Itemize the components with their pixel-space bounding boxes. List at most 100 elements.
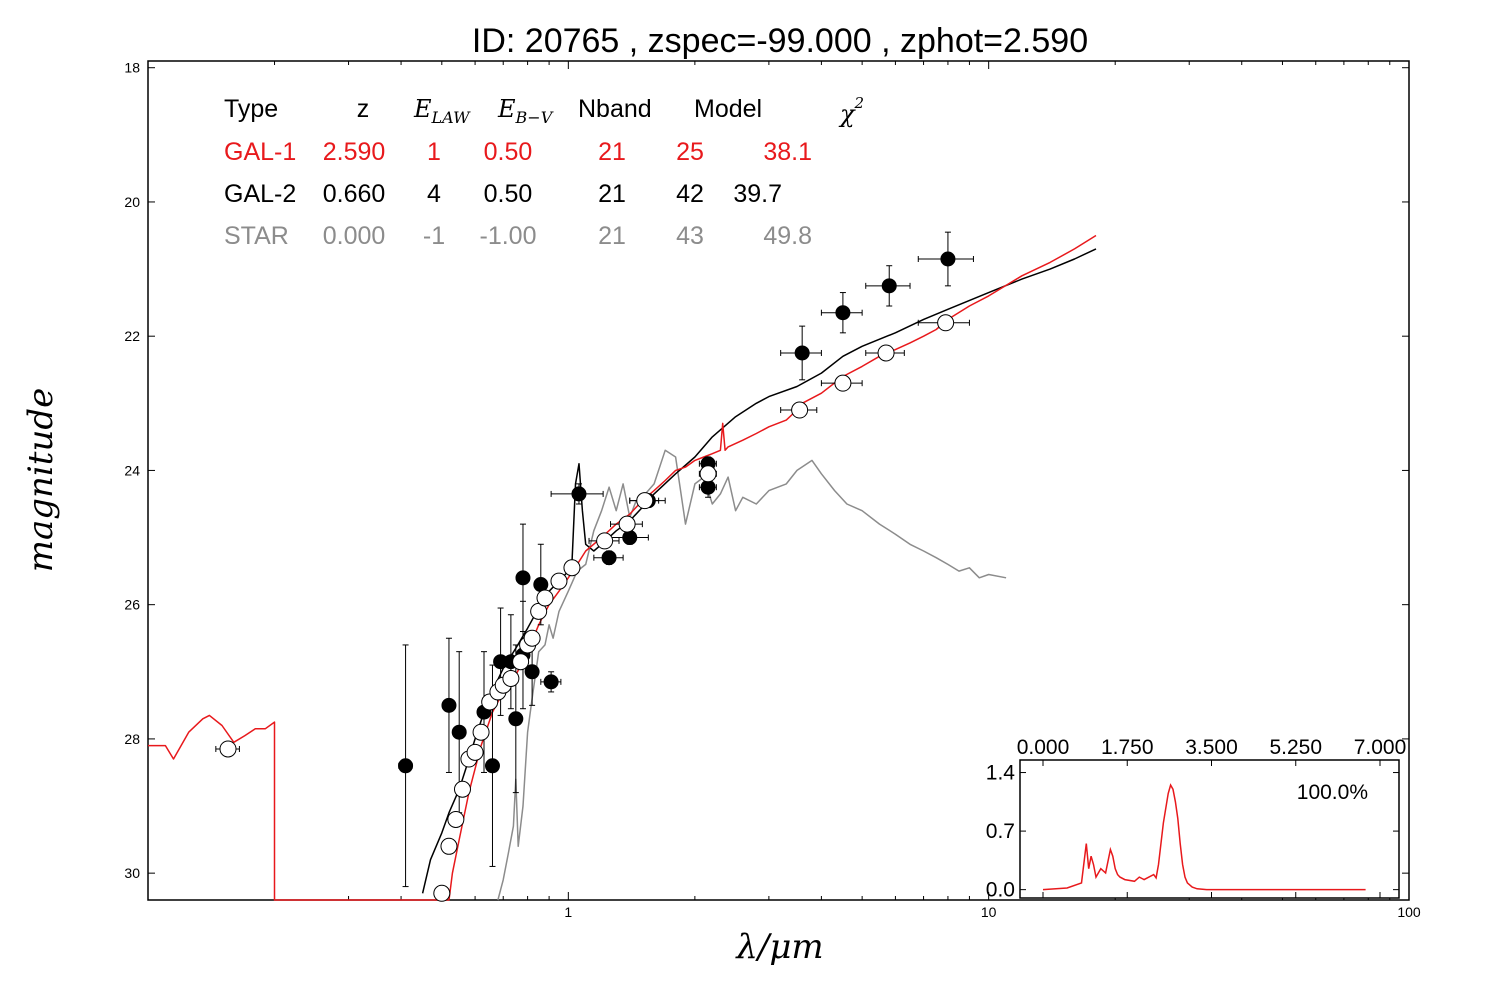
observed-point (940, 251, 956, 267)
inset-x-tick-label: 3.500 (1185, 736, 1238, 759)
table-cell-nband: 21 (598, 222, 626, 250)
y-tick-label: 20 (124, 194, 140, 210)
table-cell-elaw: 1 (427, 138, 441, 166)
model-photometry-point (219, 740, 237, 758)
table-cell-elaw: 4 (427, 180, 441, 208)
table-cell-ebv: -1.00 (480, 222, 537, 250)
x-axis-label: λ/μm (734, 927, 823, 967)
fit-table: Type z ELAW EB−V Nband Model χ2 GAL-1 2.5… (224, 94, 864, 250)
model-photometry-point (433, 884, 451, 902)
model-photometry-point (618, 515, 636, 533)
observed-point (524, 664, 540, 680)
table-cell-z: 2.590 (323, 138, 386, 166)
table-cell-chi2: 39.7 (733, 180, 782, 208)
inset-y-tick-label: 1.4 (986, 762, 1016, 785)
table-cell-elaw: -1 (423, 222, 445, 250)
observed-point (571, 486, 587, 502)
table-cell-type: GAL-1 (224, 138, 296, 166)
observed-point (700, 479, 716, 495)
model-photometry-point (447, 810, 465, 828)
x-tick-label: 1 (564, 904, 572, 920)
model-photometry-points (215, 314, 970, 902)
table-cell-model: 43 (676, 222, 704, 250)
table-cell-chi2: 38.1 (763, 138, 812, 166)
table-cell-z: 0.660 (323, 180, 386, 208)
observed-point (835, 305, 851, 321)
main-plot-area: 18 20 22 24 26 28 30 1 10 100 (124, 60, 1420, 920)
y-tick-label: 26 (124, 597, 140, 613)
model-photometry-point (699, 465, 717, 483)
table-cell-ebv: 0.50 (484, 180, 533, 208)
inset-x-axis: 0.000 1.750 3.500 5.250 7.000 (1017, 736, 1407, 898)
model-photometry-point (502, 670, 520, 688)
model-photometry-point (596, 532, 614, 550)
observed-point (543, 674, 559, 690)
plot-frame (147, 60, 1410, 901)
observed-points (398, 231, 974, 888)
y-tick-label: 30 (124, 865, 140, 881)
model-photometry-point (440, 837, 458, 855)
model-photometry-point (937, 314, 955, 332)
model-photometry-point (834, 374, 852, 392)
x-tick-label: 100 (1397, 904, 1421, 920)
table-header-nband: Nband (578, 95, 652, 123)
model-photometry-point (512, 653, 530, 671)
model-photometry-point (466, 743, 484, 761)
table-cell-chi2: 49.8 (763, 222, 812, 250)
inset-y-axis: 0.0 0.7 1.4 (986, 762, 1399, 902)
inset-probability-label: 100.0% (1297, 781, 1368, 804)
model-photometry-point (877, 344, 895, 362)
observed-point (451, 724, 467, 740)
table-cell-nband: 21 (598, 138, 626, 166)
observed-point (533, 577, 549, 593)
table-cell-model: 25 (676, 138, 704, 166)
observed-point (622, 530, 638, 546)
model-photometry-point (791, 401, 809, 419)
inset-y-tick-label: 0.0 (986, 879, 1015, 902)
inset-y-tick-label: 0.7 (986, 820, 1015, 843)
table-cell-ebv: 0.50 (484, 138, 533, 166)
table-rows: GAL-1 2.590 1 0.50 21 25 38.1 GAL-2 0.660 4 0.50 21… (224, 138, 812, 250)
observed-point (515, 570, 531, 586)
inset-x-tick-label: 7.000 (1354, 736, 1407, 759)
observed-point (398, 758, 414, 774)
inset-x-tick-label: 0.000 (1017, 736, 1070, 759)
observed-point (441, 697, 457, 713)
table-cell-nband: 21 (598, 180, 626, 208)
y-tick-label: 22 (124, 328, 140, 344)
chart-title: ID: 20765 , zspec=-99.000 , zphot=2.590 (472, 22, 1088, 60)
model-photometry-point (536, 589, 554, 607)
observed-point (881, 278, 897, 294)
model-photometry-point (563, 559, 581, 577)
redshift-pdf-inset: 0.000 1.750 3.500 5.250 7.000 0.0 0.7 1.4 100.… (986, 736, 1406, 902)
model-photometry-point (523, 629, 541, 647)
table-header-elaw: ELAW (413, 95, 471, 127)
series-star-line (497, 449, 1007, 901)
table-cell-type: GAL-2 (224, 180, 296, 208)
model-photometry-point (550, 572, 568, 590)
table-header-type: Type (224, 95, 278, 123)
inset-x-tick-label: 1.750 (1101, 736, 1154, 759)
table-header-ebv: EB−V (497, 95, 554, 127)
table-cell-model: 42 (676, 180, 704, 208)
observed-point (601, 550, 617, 566)
inset-x-tick-label: 5.250 (1269, 736, 1322, 759)
model-photometry-point (472, 723, 490, 741)
y-axis-label: magnitude (21, 388, 61, 573)
table-header-z: z (357, 95, 370, 123)
table-cell-z: 0.000 (323, 222, 386, 250)
model-photometry-point (636, 492, 654, 510)
y-axis: 18 20 22 24 26 28 30 (124, 60, 1409, 881)
y-tick-label: 28 (124, 731, 140, 747)
model-curves (148, 234, 1097, 901)
x-tick-label: 10 (981, 904, 997, 920)
observed-point (484, 758, 500, 774)
observed-point (794, 345, 810, 361)
y-tick-label: 18 (124, 60, 140, 76)
observed-point (508, 711, 524, 727)
model-photometry-point (453, 780, 471, 798)
pdf-curve (1042, 783, 1366, 891)
table-cell-type: STAR (224, 222, 289, 250)
y-tick-label: 24 (124, 462, 140, 478)
